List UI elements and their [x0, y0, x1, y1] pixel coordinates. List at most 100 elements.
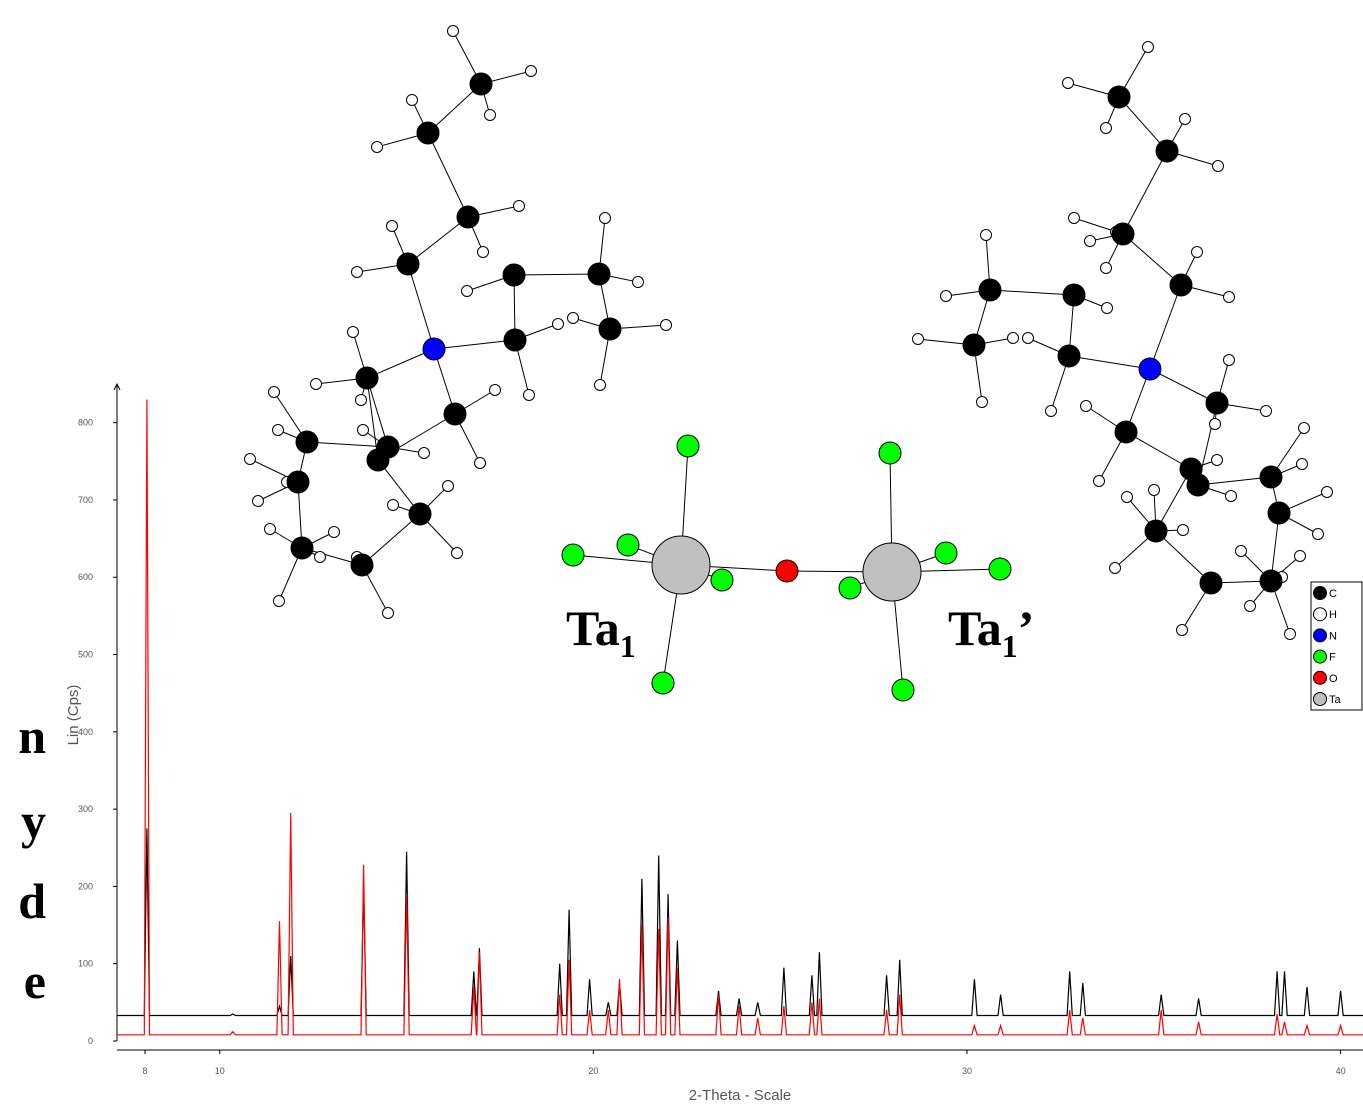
y-tick-label: 400 — [78, 727, 93, 737]
atom — [1312, 528, 1324, 540]
legend-label: O — [1329, 673, 1338, 685]
y-tick-label: 200 — [78, 881, 93, 891]
side-letter: d — [18, 873, 46, 929]
atom — [1101, 302, 1113, 314]
atom — [416, 121, 440, 145]
atom — [418, 447, 430, 459]
atom — [1205, 391, 1229, 415]
x-tick-label: 10 — [215, 1066, 225, 1076]
legend-box — [1310, 581, 1363, 711]
xrd-chart: 2-Theta - Scale Lin (Cps) 0 100 200 300 400 5… — [65, 382, 1363, 1104]
atom — [1177, 524, 1189, 536]
atom — [1235, 545, 1247, 557]
atom — [366, 448, 390, 472]
side-letter: y — [21, 793, 46, 849]
atom — [838, 576, 862, 600]
atom — [1298, 422, 1310, 434]
bond — [989, 289, 1075, 296]
atom — [525, 65, 537, 77]
atom — [477, 246, 489, 258]
atom — [1259, 569, 1283, 593]
atom — [371, 141, 383, 153]
atom — [561, 543, 585, 567]
atom — [474, 457, 486, 469]
atom — [1022, 332, 1034, 344]
bond — [1122, 233, 1182, 286]
x-tick-label: 40 — [1336, 1066, 1346, 1076]
atom — [1294, 550, 1306, 562]
legend-swatch — [1313, 670, 1327, 685]
atom — [632, 276, 644, 288]
atom — [406, 94, 418, 106]
bond — [407, 216, 469, 265]
atom — [387, 499, 399, 511]
series-line — [117, 828, 1363, 1017]
atom — [447, 25, 459, 37]
bond — [1149, 368, 1218, 404]
y-axis-label: Lin (Cps) — [65, 685, 82, 746]
bond — [1149, 284, 1182, 370]
atom — [1296, 458, 1308, 470]
atom — [598, 317, 622, 341]
atom — [252, 495, 264, 507]
atom — [272, 424, 284, 436]
atom — [328, 526, 340, 538]
atom — [286, 470, 310, 494]
atom — [347, 326, 359, 338]
bond — [366, 348, 435, 379]
atom — [355, 366, 379, 390]
atom — [484, 109, 496, 121]
axis-arrow — [113, 382, 121, 391]
x-tick-label: 30 — [962, 1066, 972, 1076]
atom — [1111, 222, 1135, 246]
atom — [1212, 160, 1224, 172]
bond — [306, 441, 389, 448]
atom — [1209, 418, 1221, 430]
label-sub: 1 — [620, 628, 636, 664]
bond — [513, 273, 600, 276]
y-tick-label: 0 — [88, 1036, 93, 1046]
legend-swatch — [1313, 628, 1327, 643]
atom — [408, 502, 432, 526]
atom — [1223, 291, 1235, 303]
x-tick-label: 8 — [143, 1066, 148, 1076]
legend-label: F — [1329, 652, 1336, 664]
atom — [1107, 85, 1131, 109]
bond — [433, 339, 516, 350]
atom — [264, 523, 276, 535]
label-suffix: ’ — [1018, 600, 1035, 656]
side-letter: e — [24, 953, 46, 1009]
atom — [310, 378, 322, 390]
atom — [599, 212, 611, 224]
atom — [1062, 283, 1086, 307]
atom — [862, 542, 922, 602]
atom — [489, 384, 501, 396]
atom — [244, 453, 256, 465]
atom — [1260, 405, 1272, 417]
atom — [1186, 473, 1210, 497]
atom — [290, 536, 314, 560]
atom — [587, 262, 611, 286]
atom — [442, 480, 454, 492]
atom — [502, 263, 526, 287]
bond — [407, 263, 435, 350]
atom — [891, 678, 915, 702]
atom — [396, 252, 420, 276]
atom — [295, 430, 319, 454]
atom — [912, 333, 924, 345]
atom — [1062, 77, 1074, 89]
atom — [1244, 600, 1256, 612]
atom — [676, 434, 700, 458]
atom — [567, 312, 579, 324]
y-tick-label: 700 — [78, 495, 93, 505]
atom — [503, 328, 527, 352]
side-letter: n — [18, 708, 46, 764]
bond — [1125, 431, 1192, 470]
atom — [1225, 490, 1237, 502]
y-tick-label: 300 — [78, 804, 93, 814]
atom — [1179, 113, 1191, 125]
